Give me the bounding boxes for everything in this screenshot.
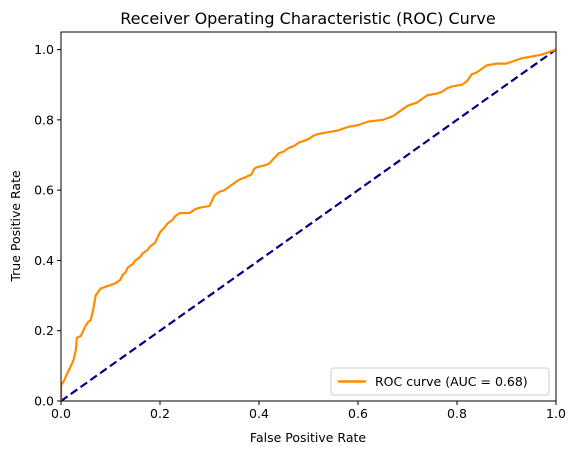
x-tick-label: 0.6 [348, 406, 368, 421]
plot-area [61, 48, 556, 401]
y-tick-label: 0.6 [34, 183, 54, 198]
plot-frame [60, 31, 557, 402]
x-axis-label: False Positive Rate [250, 430, 366, 445]
chart-title: Receiver Operating Characteristic (ROC) … [120, 9, 495, 28]
x-tick-label: 0.8 [447, 406, 467, 421]
x-tick-label: 0.0 [51, 406, 71, 421]
legend: ROC curve (AUC = 0.68) [330, 367, 550, 396]
axes: 0.00.0 0.2 0.2 0.4 0.4 0.6 0.6 0.8 0.8 1.0 1.0 [34, 31, 566, 421]
legend-label-roc-curve: ROC curve (AUC = 0.68) [375, 374, 528, 389]
y-tick-label: 0.0 [34, 394, 54, 409]
y-tick-label: 1.0 [34, 42, 54, 57]
y-tick-label: 0.4 [34, 253, 54, 268]
legend-box [330, 367, 550, 396]
x-tick-label: 0.4 [249, 406, 269, 421]
y-tick-label: 0.8 [34, 112, 54, 127]
roc-curve-line [61, 48, 556, 401]
y-tick-label: 0.2 [34, 323, 54, 338]
x-tick-label: 0.2 [150, 406, 170, 421]
x-tick-label: 1.0 [546, 406, 566, 421]
chance-line [61, 48, 556, 401]
y-axis-label: True Positive Rate [8, 170, 23, 283]
